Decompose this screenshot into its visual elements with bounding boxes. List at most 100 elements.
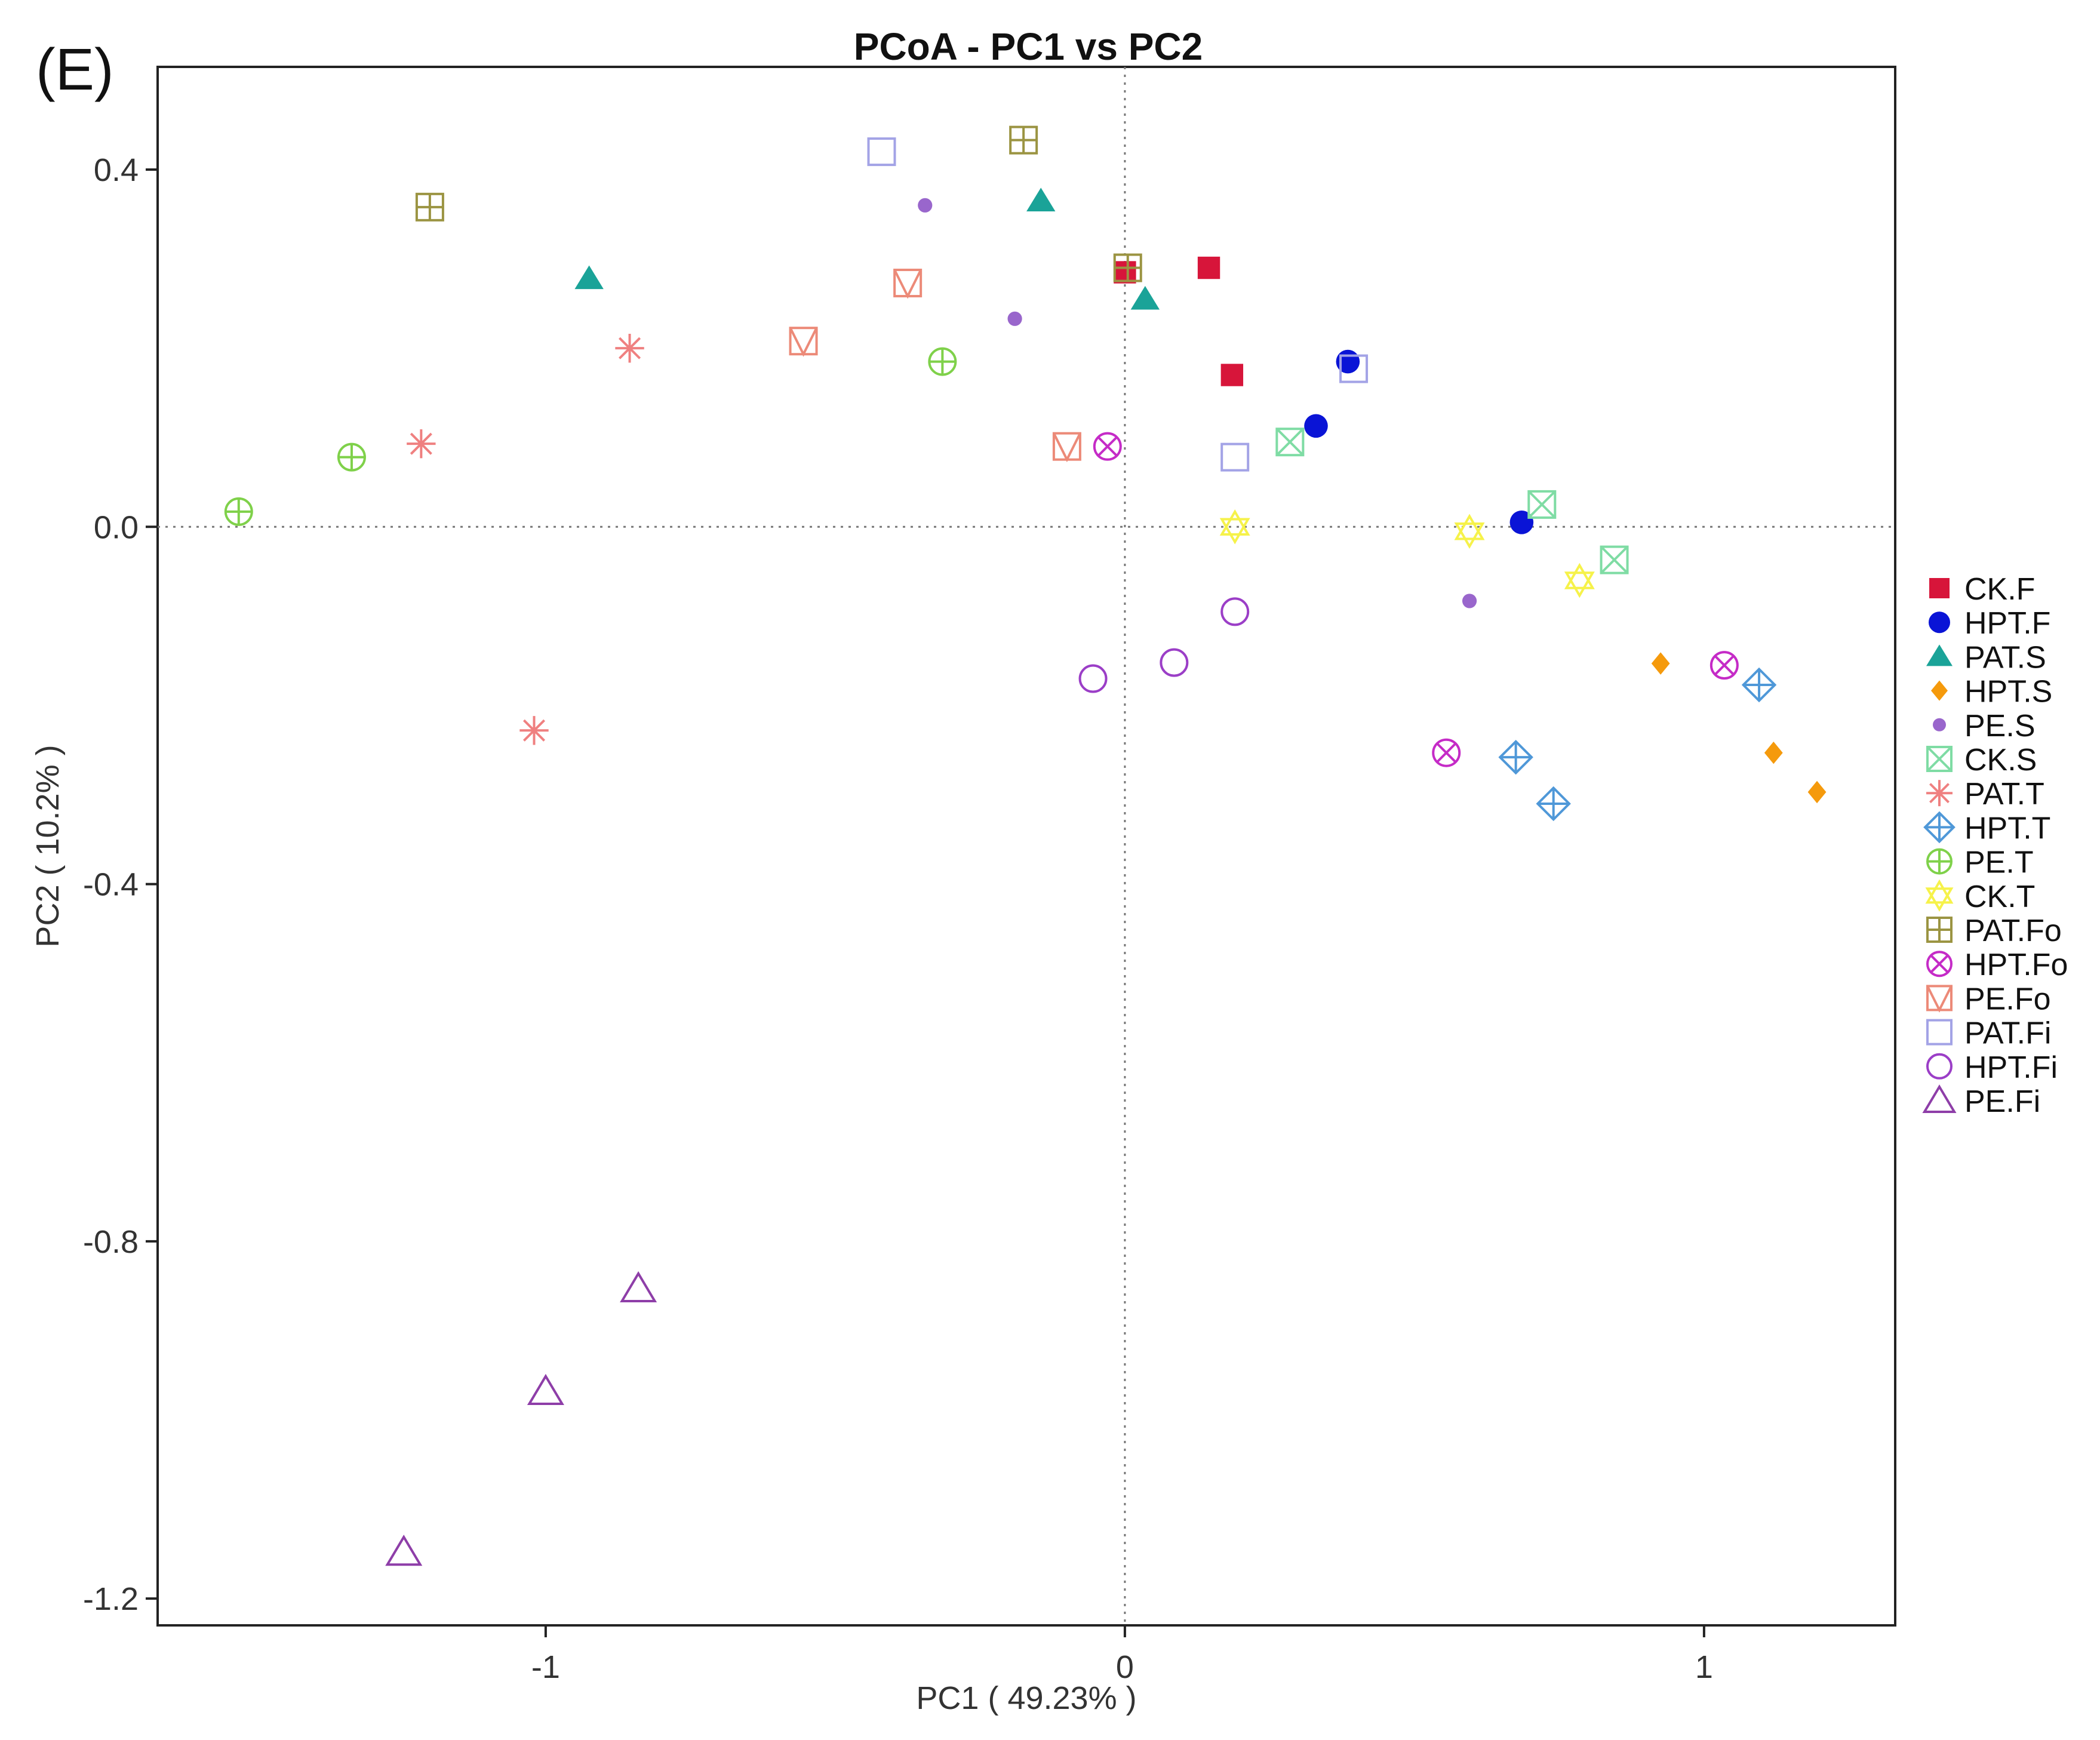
y-tick-label: -0.8: [83, 1224, 139, 1260]
point-ck-f: [1220, 364, 1244, 386]
point-ck-t: [1454, 514, 1485, 549]
legend-marker-pe-fo: [1926, 985, 1953, 1013]
point-pe-fi: [527, 1373, 564, 1406]
legend-label-ck-s: CK.S: [1964, 743, 2037, 777]
legend-marker-pe-s: [1933, 718, 1946, 731]
point-pat-s: [1130, 285, 1160, 310]
data-points: [224, 125, 1827, 1566]
legend-item-hpt-fi: HPT.Fi: [1926, 1050, 2058, 1085]
point-ck-t: [1219, 509, 1250, 545]
point-pe-fi: [620, 1271, 657, 1303]
legend-item-pat-fi: PAT.Fi: [1926, 1016, 2051, 1051]
point-pe-t: [928, 347, 957, 376]
point-hpt-fo: [1709, 651, 1739, 680]
panel-label: (E): [36, 36, 114, 102]
point-hpt-fi: [1160, 648, 1189, 677]
point-pe-fo: [789, 327, 818, 357]
legend-label-pat-s: PAT.S: [1964, 640, 2046, 675]
point-pat-fi: [1339, 354, 1369, 383]
point-ck-s: [1275, 428, 1305, 457]
legend-marker-hpt-f: [1929, 611, 1950, 634]
legend-item-hpt-s: HPT.S: [1931, 675, 2052, 709]
legend-marker-pat-fo: [1926, 917, 1953, 943]
point-pat-fi: [867, 137, 896, 167]
legend-marker-hpt-s: [1931, 680, 1948, 701]
point-pat-fi: [1220, 442, 1250, 472]
legend-item-hpt-t: HPT.T: [1923, 811, 2050, 846]
point-pat-fo: [1009, 125, 1038, 155]
point-hpt-t: [1741, 667, 1777, 703]
legend-label-hpt-fo: HPT.Fo: [1964, 948, 2068, 982]
point-hpt-fo: [1432, 738, 1461, 767]
point-pat-fo: [1113, 253, 1142, 282]
chart-title: PCoA - PC1 vs PC2: [854, 25, 1203, 68]
point-pe-fi: [385, 1535, 423, 1566]
point-hpt-fo: [1093, 432, 1122, 461]
legend-label-ck-f: CK.F: [1964, 572, 2035, 607]
point-pe-s: [1462, 594, 1477, 608]
legend-label-hpt-fi: HPT.Fi: [1964, 1050, 2058, 1085]
legend-item-pe-fi: PE.Fi: [1922, 1084, 2040, 1119]
legend-marker-hpt-t: [1923, 811, 1956, 844]
legend-item-pe-fo: PE.Fo: [1926, 982, 2051, 1016]
x-tick-label: 1: [1695, 1649, 1713, 1685]
plot-frame: [156, 66, 1896, 1627]
legend-item-hpt-f: HPT.F: [1929, 606, 2050, 641]
point-hpt-s: [1807, 780, 1827, 804]
legend-marker-pe-fi: [1922, 1084, 1957, 1113]
point-pat-t: [615, 333, 644, 363]
point-hpt-t: [1536, 786, 1571, 822]
legend-label-pe-fo: PE.Fo: [1964, 982, 2051, 1016]
point-ck-f: [1197, 256, 1220, 279]
legend-item-pat-t: PAT.T: [1926, 777, 2044, 811]
y-tick-label: 0.0: [94, 509, 139, 545]
legend-marker-ck-s: [1926, 746, 1953, 772]
point-pat-s: [574, 265, 604, 290]
y-tick-label: 0.4: [94, 152, 139, 188]
legend-label-pat-fo: PAT.Fo: [1964, 914, 2062, 948]
point-hpt-s: [1651, 652, 1670, 675]
point-pat-fo: [415, 192, 444, 222]
point-ck-f: [1114, 261, 1136, 284]
legend-label-ck-t: CK.T: [1964, 880, 2035, 914]
y-tick-label: -0.4: [83, 867, 139, 903]
legend-marker-pat-s: [1926, 644, 1953, 666]
point-hpt-f: [1304, 414, 1328, 438]
point-pat-s: [1026, 187, 1056, 211]
y-axis-label: PC2 ( 10.2% ): [30, 745, 66, 947]
legend-item-hpt-fo: HPT.Fo: [1926, 948, 2068, 982]
legend: CK.FHPT.FPAT.SHPT.SPE.SCK.SPAT.THPT.TPE.…: [1922, 572, 2068, 1119]
legend-marker-ck-f: [1929, 578, 1950, 598]
y-axis: 0.4 0.0 -0.4 -0.8 -1.2: [83, 152, 158, 1617]
reference-lines: [158, 67, 1895, 1625]
legend-label-hpt-f: HPT.F: [1964, 606, 2050, 641]
legend-label-pe-s: PE.S: [1964, 709, 2036, 743]
legend-marker-ck-t: [1925, 879, 1954, 912]
point-pe-t: [337, 442, 366, 472]
legend-marker-pe-t: [1926, 848, 1953, 875]
x-axis-label: PC1 ( 49.23% ): [916, 1680, 1136, 1716]
point-pat-t: [519, 716, 549, 745]
legend-item-ck-s: CK.S: [1926, 743, 2037, 777]
legend-marker-hpt-fi: [1926, 1053, 1953, 1080]
legend-label-hpt-t: HPT.T: [1964, 811, 2050, 846]
point-ck-t: [1564, 562, 1595, 598]
y-tick-label: -1.2: [83, 1581, 139, 1617]
point-pe-s: [1007, 311, 1022, 326]
point-hpt-fi: [1220, 597, 1250, 626]
point-hpt-f: [1509, 511, 1534, 534]
legend-marker-pat-t: [1926, 780, 1953, 807]
legend-label-pe-t: PE.T: [1964, 846, 2034, 880]
point-hpt-fi: [1078, 664, 1108, 693]
point-pe-s: [918, 198, 933, 213]
point-pe-t: [224, 497, 253, 526]
point-pe-fo: [893, 268, 923, 299]
x-axis: -1 0 1: [531, 1625, 1713, 1685]
x-tick-label: -1: [531, 1649, 560, 1685]
legend-item-ck-t: CK.T: [1925, 879, 2035, 914]
legend-label-pat-fi: PAT.Fi: [1964, 1016, 2051, 1051]
legend-item-ck-f: CK.F: [1929, 572, 2035, 607]
legend-item-pe-t: PE.T: [1926, 846, 2034, 880]
